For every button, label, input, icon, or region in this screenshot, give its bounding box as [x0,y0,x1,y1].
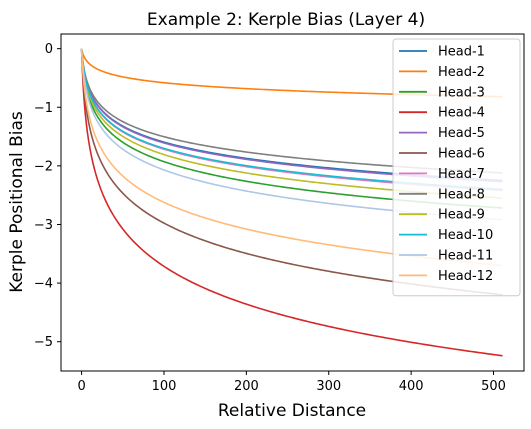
series-line-head-4 [80,48,503,357]
legend-label: Head-12 [438,269,493,284]
y-tick-label: −1 [34,101,53,116]
x-axis-label: Relative Distance [218,401,366,421]
y-tick-label: −4 [34,277,53,292]
x-tick-label: 400 [399,379,424,394]
legend-label: Head-5 [438,126,485,141]
legend-label: Head-8 [438,187,485,202]
x-tick-label: 200 [234,379,259,394]
x-tick-label: 300 [316,379,341,394]
x-tick-label: 500 [481,379,506,394]
legend-label: Head-2 [438,65,485,80]
y-tick-label: −2 [34,159,53,174]
legend-label: Head-4 [438,106,485,121]
legend-label: Head-6 [438,147,485,162]
x-tick-label: 100 [152,379,177,394]
legend: Head-1 Head-2 Head-3 Head-4 Head-5 Head-6 Head… [392,38,521,297]
plot-frame [60,33,525,372]
x-tick-label: 0 [77,379,85,394]
legend-label: Head-1 [438,45,485,60]
legend-label: Head-10 [438,228,493,243]
x-axis: 0 100 200 300 400 500 [77,371,506,394]
legend-label: Head-9 [438,208,485,223]
y-axis-label: Kerple Positional Bias [7,111,27,293]
legend-label: Head-7 [438,167,485,182]
y-tick-label: −3 [34,218,53,233]
y-tick-label: 0 [45,42,53,57]
legend-box [392,38,521,297]
chart-title: Example 2: Kerple Bias (Layer 4) [147,10,425,30]
y-axis: 0 −1 −2 −3 −4 −5 [34,42,61,350]
legend-label: Head-3 [438,85,485,100]
legend-label: Head-11 [438,249,493,264]
y-tick-label: −5 [34,335,53,350]
